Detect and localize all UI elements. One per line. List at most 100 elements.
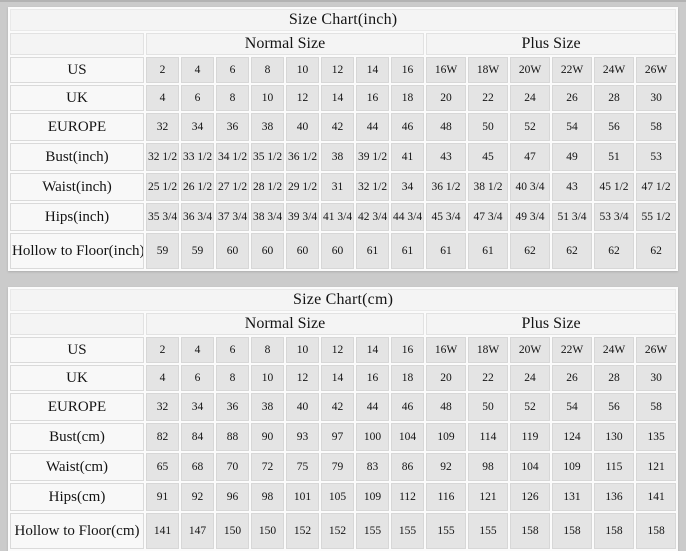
size-cell: 42 <box>321 113 354 141</box>
size-cell: 62 <box>636 233 677 269</box>
row-label: UK <box>10 365 144 391</box>
table-row: EUROPE 32 34 36 38 40 42 44 46 48 50 52 54 56 58 <box>10 113 677 141</box>
size-cell: 60 <box>321 233 354 269</box>
size-cell: 141 <box>636 483 677 511</box>
size-cell: 26W <box>636 57 677 83</box>
size-cell: 22 <box>468 365 508 391</box>
size-cell: 14 <box>321 365 354 391</box>
size-cell: 35 1/2 <box>251 143 284 171</box>
row-label: Hollow to Floor(inch) <box>10 233 144 269</box>
table-gap <box>8 271 678 287</box>
size-cell: 61 <box>356 233 389 269</box>
size-cell: 18W <box>468 337 508 363</box>
size-cell: 155 <box>356 513 389 549</box>
size-cell: 39 3/4 <box>286 203 319 231</box>
size-cell: 28 <box>594 85 634 111</box>
size-cell: 8 <box>251 337 284 363</box>
size-cell: 98 <box>468 453 508 481</box>
row-label: Hips(inch) <box>10 203 144 231</box>
size-cell: 47 <box>510 143 550 171</box>
size-cell: 54 <box>552 113 592 141</box>
size-cell: 114 <box>468 423 508 451</box>
table-row: EUROPE 32 34 36 38 40 42 44 46 48 50 52 54 56 58 <box>10 393 677 421</box>
size-cell: 88 <box>216 423 249 451</box>
size-cell: 22W <box>552 57 592 83</box>
size-cell: 158 <box>552 513 592 549</box>
size-cell: 42 3/4 <box>356 203 389 231</box>
size-cell: 50 <box>468 113 508 141</box>
size-cell: 109 <box>552 453 592 481</box>
size-cell: 39 1/2 <box>356 143 389 171</box>
size-cell: 45 1/2 <box>594 173 634 201</box>
size-cell: 68 <box>181 453 214 481</box>
size-cell: 83 <box>356 453 389 481</box>
size-cell: 60 <box>216 233 249 269</box>
size-cell: 27 1/2 <box>216 173 249 201</box>
size-cell: 8 <box>251 57 284 83</box>
size-cell: 45 3/4 <box>426 203 466 231</box>
size-cell: 84 <box>181 423 214 451</box>
size-cell: 24 <box>510 365 550 391</box>
size-cell: 16 <box>356 85 389 111</box>
size-cell: 14 <box>321 85 354 111</box>
table-row: Hips(inch) 35 3/4 36 3/4 37 3/4 38 3/4 39 3/4… <box>10 203 677 231</box>
size-cell: 41 3/4 <box>321 203 354 231</box>
table-row: Hips(cm) 91 92 96 98 101 105 109 112 116 121 126 131… <box>10 483 677 511</box>
size-cell: 38 <box>251 113 284 141</box>
size-cell: 119 <box>510 423 550 451</box>
size-cell: 82 <box>146 423 179 451</box>
size-cell: 70 <box>216 453 249 481</box>
size-cell: 4 <box>181 337 214 363</box>
size-cell: 16 <box>391 337 424 363</box>
size-cell: 158 <box>594 513 634 549</box>
group-header-normal-size: Normal Size <box>146 313 424 335</box>
size-cell: 41 <box>391 143 424 171</box>
size-cell: 12 <box>286 85 319 111</box>
size-chart-inch-table: Size Chart(inch) Normal Size Plus Size U… <box>8 7 679 271</box>
size-cell: 4 <box>181 57 214 83</box>
size-cell: 2 <box>146 337 179 363</box>
size-cell: 54 <box>552 393 592 421</box>
row-label: EUROPE <box>10 393 144 421</box>
size-cell: 10 <box>286 337 319 363</box>
size-cell: 35 3/4 <box>146 203 179 231</box>
size-cell: 86 <box>391 453 424 481</box>
size-cell: 62 <box>552 233 592 269</box>
size-cell: 6 <box>181 85 214 111</box>
size-cell: 43 <box>552 173 592 201</box>
size-cell: 38 1/2 <box>468 173 508 201</box>
size-cell: 32 1/2 <box>146 143 179 171</box>
size-cell: 59 <box>146 233 179 269</box>
size-cell: 124 <box>552 423 592 451</box>
size-cell: 31 <box>321 173 354 201</box>
row-label: Hollow to Floor(cm) <box>10 513 144 549</box>
group-header-plus-size: Plus Size <box>426 313 677 335</box>
size-cell: 65 <box>146 453 179 481</box>
size-cell: 141 <box>146 513 179 549</box>
size-cell: 158 <box>636 513 677 549</box>
size-cell: 158 <box>510 513 550 549</box>
size-cell: 20 <box>426 85 466 111</box>
size-cell: 24W <box>594 337 634 363</box>
size-cell: 51 <box>594 143 634 171</box>
size-cell: 28 1/2 <box>251 173 284 201</box>
size-cell: 47 1/2 <box>636 173 677 201</box>
size-cell: 155 <box>468 513 508 549</box>
size-cell: 36 <box>216 113 249 141</box>
size-cell: 60 <box>251 233 284 269</box>
size-cell: 10 <box>251 365 284 391</box>
size-cell: 30 <box>636 365 677 391</box>
size-cell: 29 1/2 <box>286 173 319 201</box>
size-cell: 150 <box>251 513 284 549</box>
size-cell: 131 <box>552 483 592 511</box>
size-cell: 44 <box>356 113 389 141</box>
size-cell: 28 <box>594 365 634 391</box>
table-row: Bust(inch) 32 1/2 33 1/2 34 1/2 35 1/2 36 1/2… <box>10 143 677 171</box>
size-cell: 155 <box>426 513 466 549</box>
size-cell: 33 1/2 <box>181 143 214 171</box>
size-cell: 22 <box>468 85 508 111</box>
size-cell: 61 <box>391 233 424 269</box>
size-cell: 121 <box>468 483 508 511</box>
size-cell: 12 <box>321 337 354 363</box>
corner-cell <box>10 313 144 335</box>
